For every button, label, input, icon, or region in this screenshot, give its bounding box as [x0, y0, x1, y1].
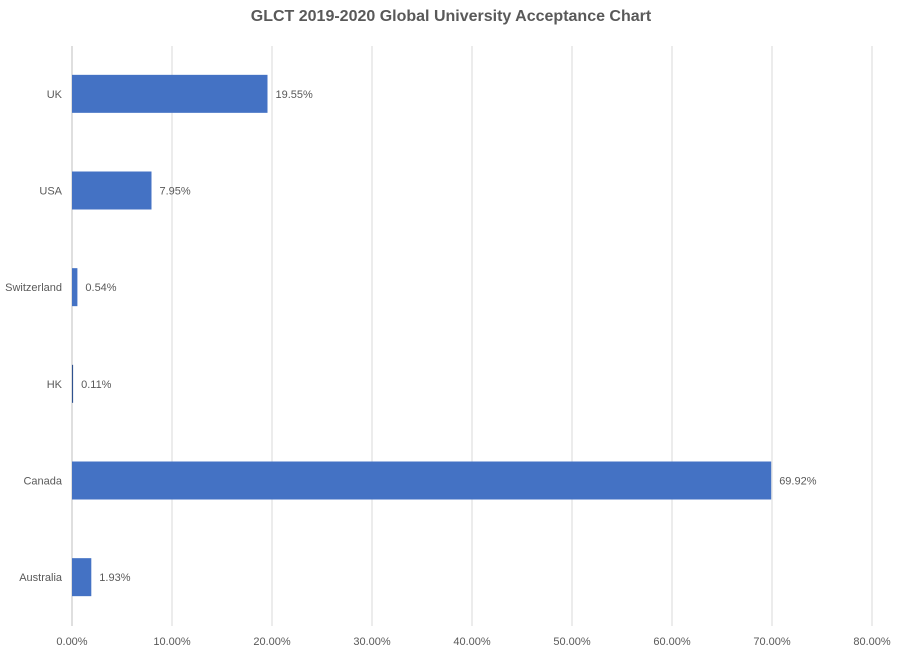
- x-tick-label: 10.00%: [153, 636, 191, 648]
- x-tick-label: 20.00%: [253, 636, 291, 648]
- y-category-label: HK: [47, 379, 63, 391]
- data-label: 19.55%: [276, 89, 314, 101]
- data-label: 1.93%: [99, 572, 130, 584]
- bar-usa: [72, 171, 152, 210]
- x-tick-label: 60.00%: [653, 636, 691, 648]
- y-category-label: Canada: [23, 476, 62, 488]
- data-label: 0.54%: [85, 282, 116, 294]
- x-tick-label: 40.00%: [453, 636, 491, 648]
- y-category-label: Australia: [19, 572, 63, 584]
- bar-hk: [72, 364, 74, 403]
- x-tick-label: 70.00%: [753, 636, 791, 648]
- bar-australia: [72, 558, 92, 597]
- x-tick-label: 0.00%: [56, 636, 87, 648]
- y-category-label: USA: [39, 186, 62, 198]
- data-label: 0.11%: [81, 379, 112, 391]
- chart-title: GLCT 2019-2020 Global University Accepta…: [250, 8, 652, 25]
- data-label: 69.92%: [779, 476, 817, 488]
- data-label: 7.95%: [160, 186, 191, 198]
- x-tick-label: 80.00%: [853, 636, 891, 648]
- x-tick-label: 30.00%: [353, 636, 391, 648]
- bar-uk: [72, 74, 268, 113]
- bar-canada: [72, 461, 772, 500]
- y-category-label: Switzerland: [5, 282, 62, 294]
- x-tick-label: 50.00%: [553, 636, 591, 648]
- bar-switzerland: [72, 268, 78, 307]
- y-category-label: UK: [47, 89, 63, 101]
